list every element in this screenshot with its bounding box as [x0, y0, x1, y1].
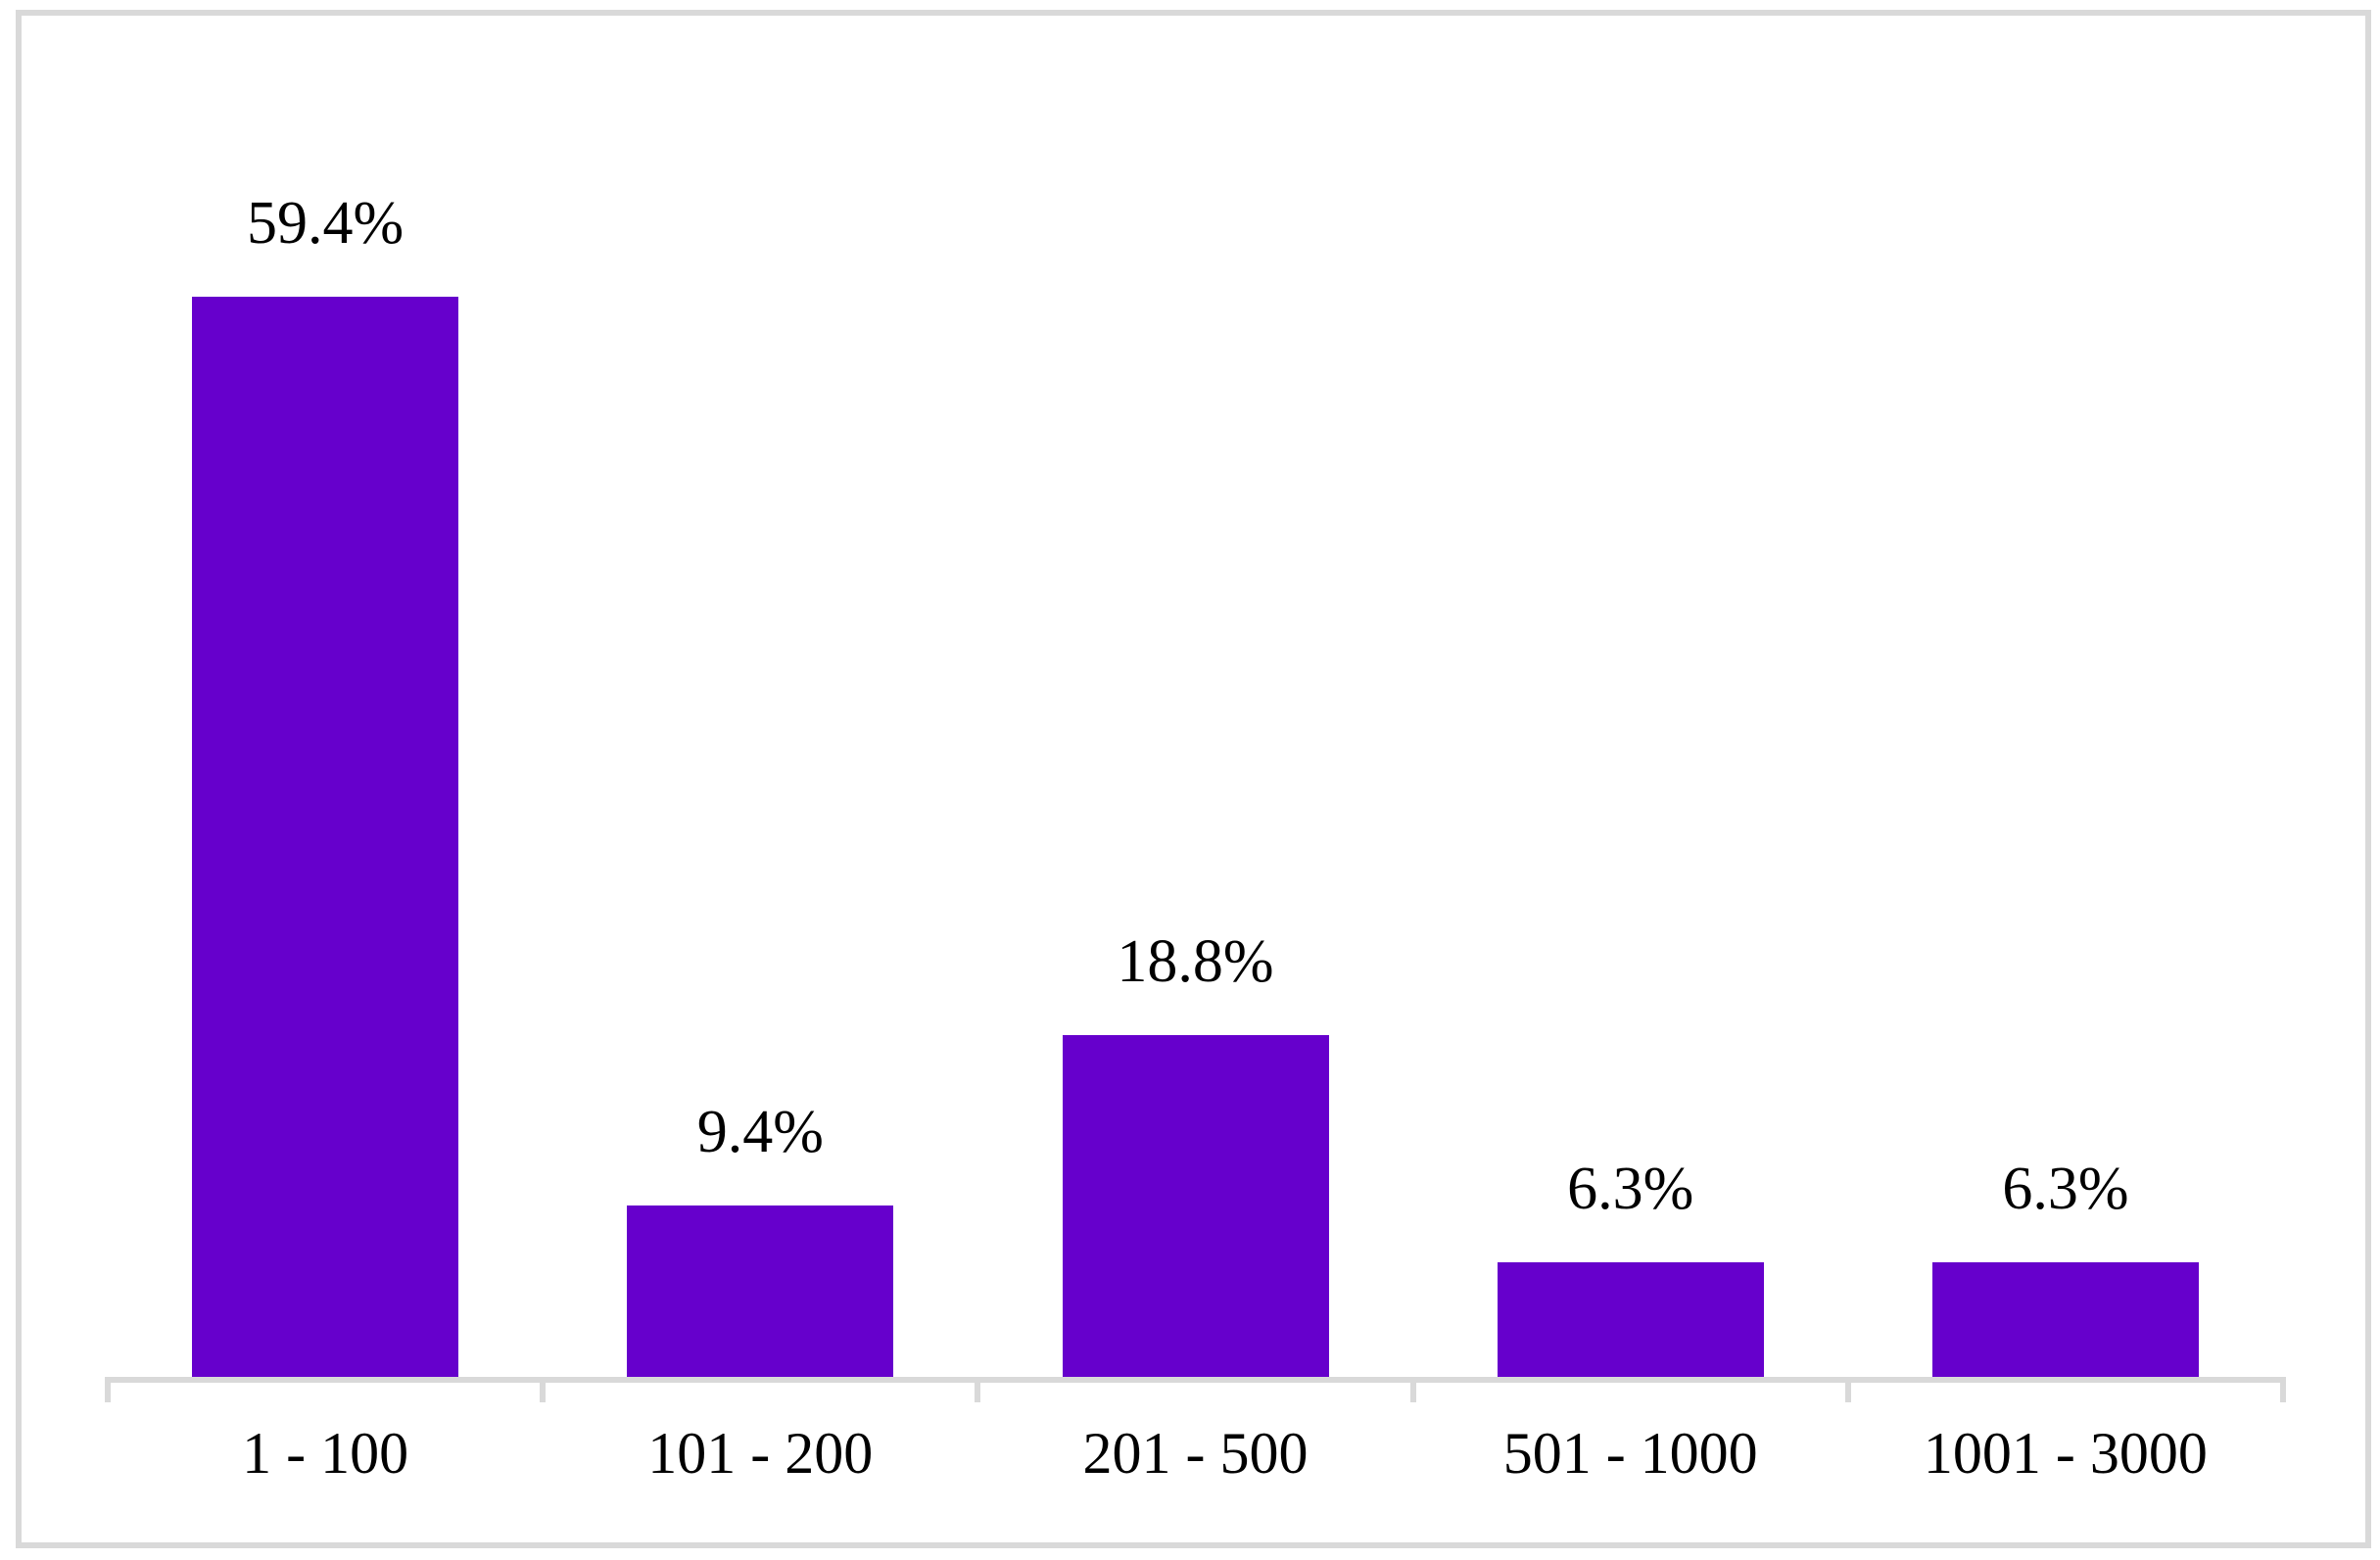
x-axis-tick — [1409, 1377, 1416, 1402]
bar — [1062, 1034, 1329, 1377]
category-label: 501 - 1000 — [1502, 1421, 1758, 1486]
x-axis-tick — [540, 1377, 547, 1402]
bar — [1497, 1262, 1764, 1377]
bar-value-label: 18.8% — [1117, 927, 1274, 995]
x-axis-tick — [2280, 1377, 2286, 1402]
bar-value-label: 9.4% — [696, 1099, 824, 1166]
x-axis-tick — [1844, 1377, 1851, 1402]
x-axis-tick — [105, 1377, 111, 1402]
category-label: 101 - 200 — [647, 1421, 874, 1486]
category-label: 1001 - 3000 — [1923, 1421, 2208, 1486]
bar-value-label: 6.3% — [1567, 1156, 1694, 1222]
x-axis-tick — [975, 1377, 981, 1402]
bar — [627, 1205, 894, 1377]
bar-value-label: 59.4% — [247, 189, 405, 257]
bar — [1931, 1262, 2199, 1377]
bar-value-label: 6.3% — [2002, 1156, 2129, 1222]
chart-border — [16, 10, 2371, 1548]
x-axis-line — [108, 1377, 2283, 1383]
category-label: 1 - 100 — [242, 1421, 409, 1486]
bar — [192, 296, 459, 1377]
category-label: 201 - 500 — [1082, 1421, 1309, 1486]
